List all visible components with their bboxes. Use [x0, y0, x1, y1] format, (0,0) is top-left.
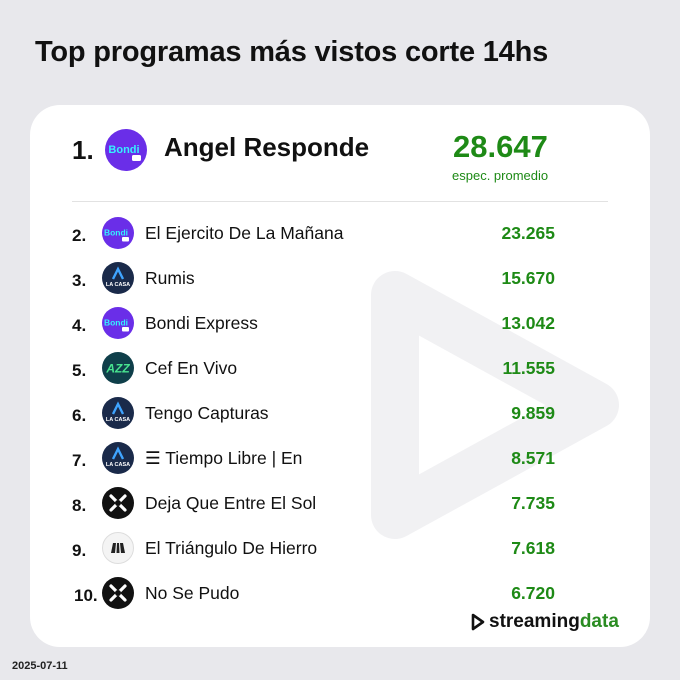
svg-text:LA CASA: LA CASA: [106, 417, 130, 423]
program-value: 7.735: [511, 493, 555, 513]
rank-number: 9.: [72, 541, 87, 560]
svg-text:AZZ: AZZ: [105, 362, 130, 376]
svg-text:LA CASA: LA CASA: [106, 282, 130, 288]
value-caption: espec. promedio: [452, 168, 549, 183]
rank-number: 2.: [72, 226, 87, 245]
program-value: 9.859: [511, 403, 555, 423]
azz-logo-icon: AZZ: [102, 352, 134, 384]
list-item[interactable]: 5. AZZ Cef En Vivo 11.555: [30, 351, 650, 385]
program-name: Bondi Express: [145, 313, 258, 333]
list-item[interactable]: 2. Bondi El Ejercito De La Mañana 23.265: [30, 216, 650, 250]
bondi-logo-icon: Bondi: [102, 307, 134, 339]
lacasa-logo-icon: LA CASA: [102, 262, 134, 294]
program-value: 11.555: [502, 358, 555, 378]
divider: [72, 201, 608, 202]
program-value: 6.720: [511, 583, 555, 603]
program-name: Cef En Vivo: [145, 358, 238, 378]
top-entry[interactable]: 1. Bondi Angel Responde 28.647 espec. pr…: [30, 105, 650, 205]
svg-text:LA CASA: LA CASA: [106, 462, 130, 468]
hierro-logo-icon: [102, 532, 134, 564]
list-item[interactable]: 8. Deja Que Entre El Sol 7.735: [30, 486, 650, 520]
lacasa-logo-icon: LA CASA: [102, 397, 134, 429]
program-value: 15.670: [501, 268, 555, 288]
program-name: Angel Responde: [164, 132, 370, 162]
rank-number: 4.: [72, 316, 87, 335]
rank-number: 3.: [72, 271, 87, 290]
brand-text-data: data: [579, 611, 619, 632]
rank-number: 1.: [72, 135, 94, 165]
bondi-logo-icon: Bondi: [105, 129, 147, 171]
program-value: 8.571: [511, 448, 555, 468]
program-value: 13.042: [501, 313, 555, 333]
ranking-card: 1. Bondi Angel Responde 28.647 espec. pr…: [30, 105, 650, 647]
list-item[interactable]: 7. LA CASA ☰ Tiempo Libre | En 8.571: [30, 441, 650, 475]
rank-number: 6.: [72, 406, 87, 425]
rank-number: 5.: [72, 361, 87, 380]
svg-text:Bondi: Bondi: [104, 318, 128, 328]
program-name: Rumis: [145, 268, 195, 288]
x-logo-icon: [102, 577, 134, 609]
lacasa-logo-icon: LA CASA: [102, 442, 134, 474]
rank-number: 8.: [72, 496, 87, 515]
rank-number: 10.: [74, 586, 98, 605]
program-name: ☰ Tiempo Libre | En: [145, 448, 303, 468]
bondi-logo-icon: Bondi: [102, 217, 134, 249]
brand-text-streaming: streaming: [489, 611, 580, 632]
list-item[interactable]: 6. LA CASA Tengo Capturas 9.859: [30, 396, 650, 430]
ranking-list: 2. Bondi El Ejercito De La Mañana 23.265…: [30, 105, 650, 647]
svg-text:Bondi: Bondi: [104, 228, 128, 238]
list-item[interactable]: 9. El Triángulo De Hierro 7.618: [30, 531, 650, 565]
program-name: El Triángulo De Hierro: [145, 538, 318, 558]
play-triangle-icon: [471, 613, 485, 631]
program-name: No Se Pudo: [145, 583, 240, 603]
page-title: Top programas más vistos corte 14hs: [35, 36, 549, 68]
svg-text:Bondi: Bondi: [108, 144, 139, 156]
list-item[interactable]: 3. LA CASA Rumis 15.670: [30, 261, 650, 295]
program-value: 28.647: [453, 129, 548, 164]
date-label: 2025-07-11: [12, 660, 68, 672]
x-logo-icon: [102, 487, 134, 519]
list-item[interactable]: 10. No Se Pudo 6.720: [30, 576, 650, 610]
program-name: Tengo Capturas: [145, 403, 269, 423]
rank-number: 7.: [72, 451, 87, 470]
list-item[interactable]: 4. Bondi Bondi Express 13.042: [30, 306, 650, 340]
program-name: El Ejercito De La Mañana: [145, 223, 344, 243]
program-name: Deja Que Entre El Sol: [145, 493, 317, 513]
program-value: 23.265: [501, 223, 555, 243]
brand-logo: streaming data: [470, 611, 619, 633]
program-value: 7.618: [511, 538, 555, 558]
play-watermark-icon: [371, 271, 619, 539]
